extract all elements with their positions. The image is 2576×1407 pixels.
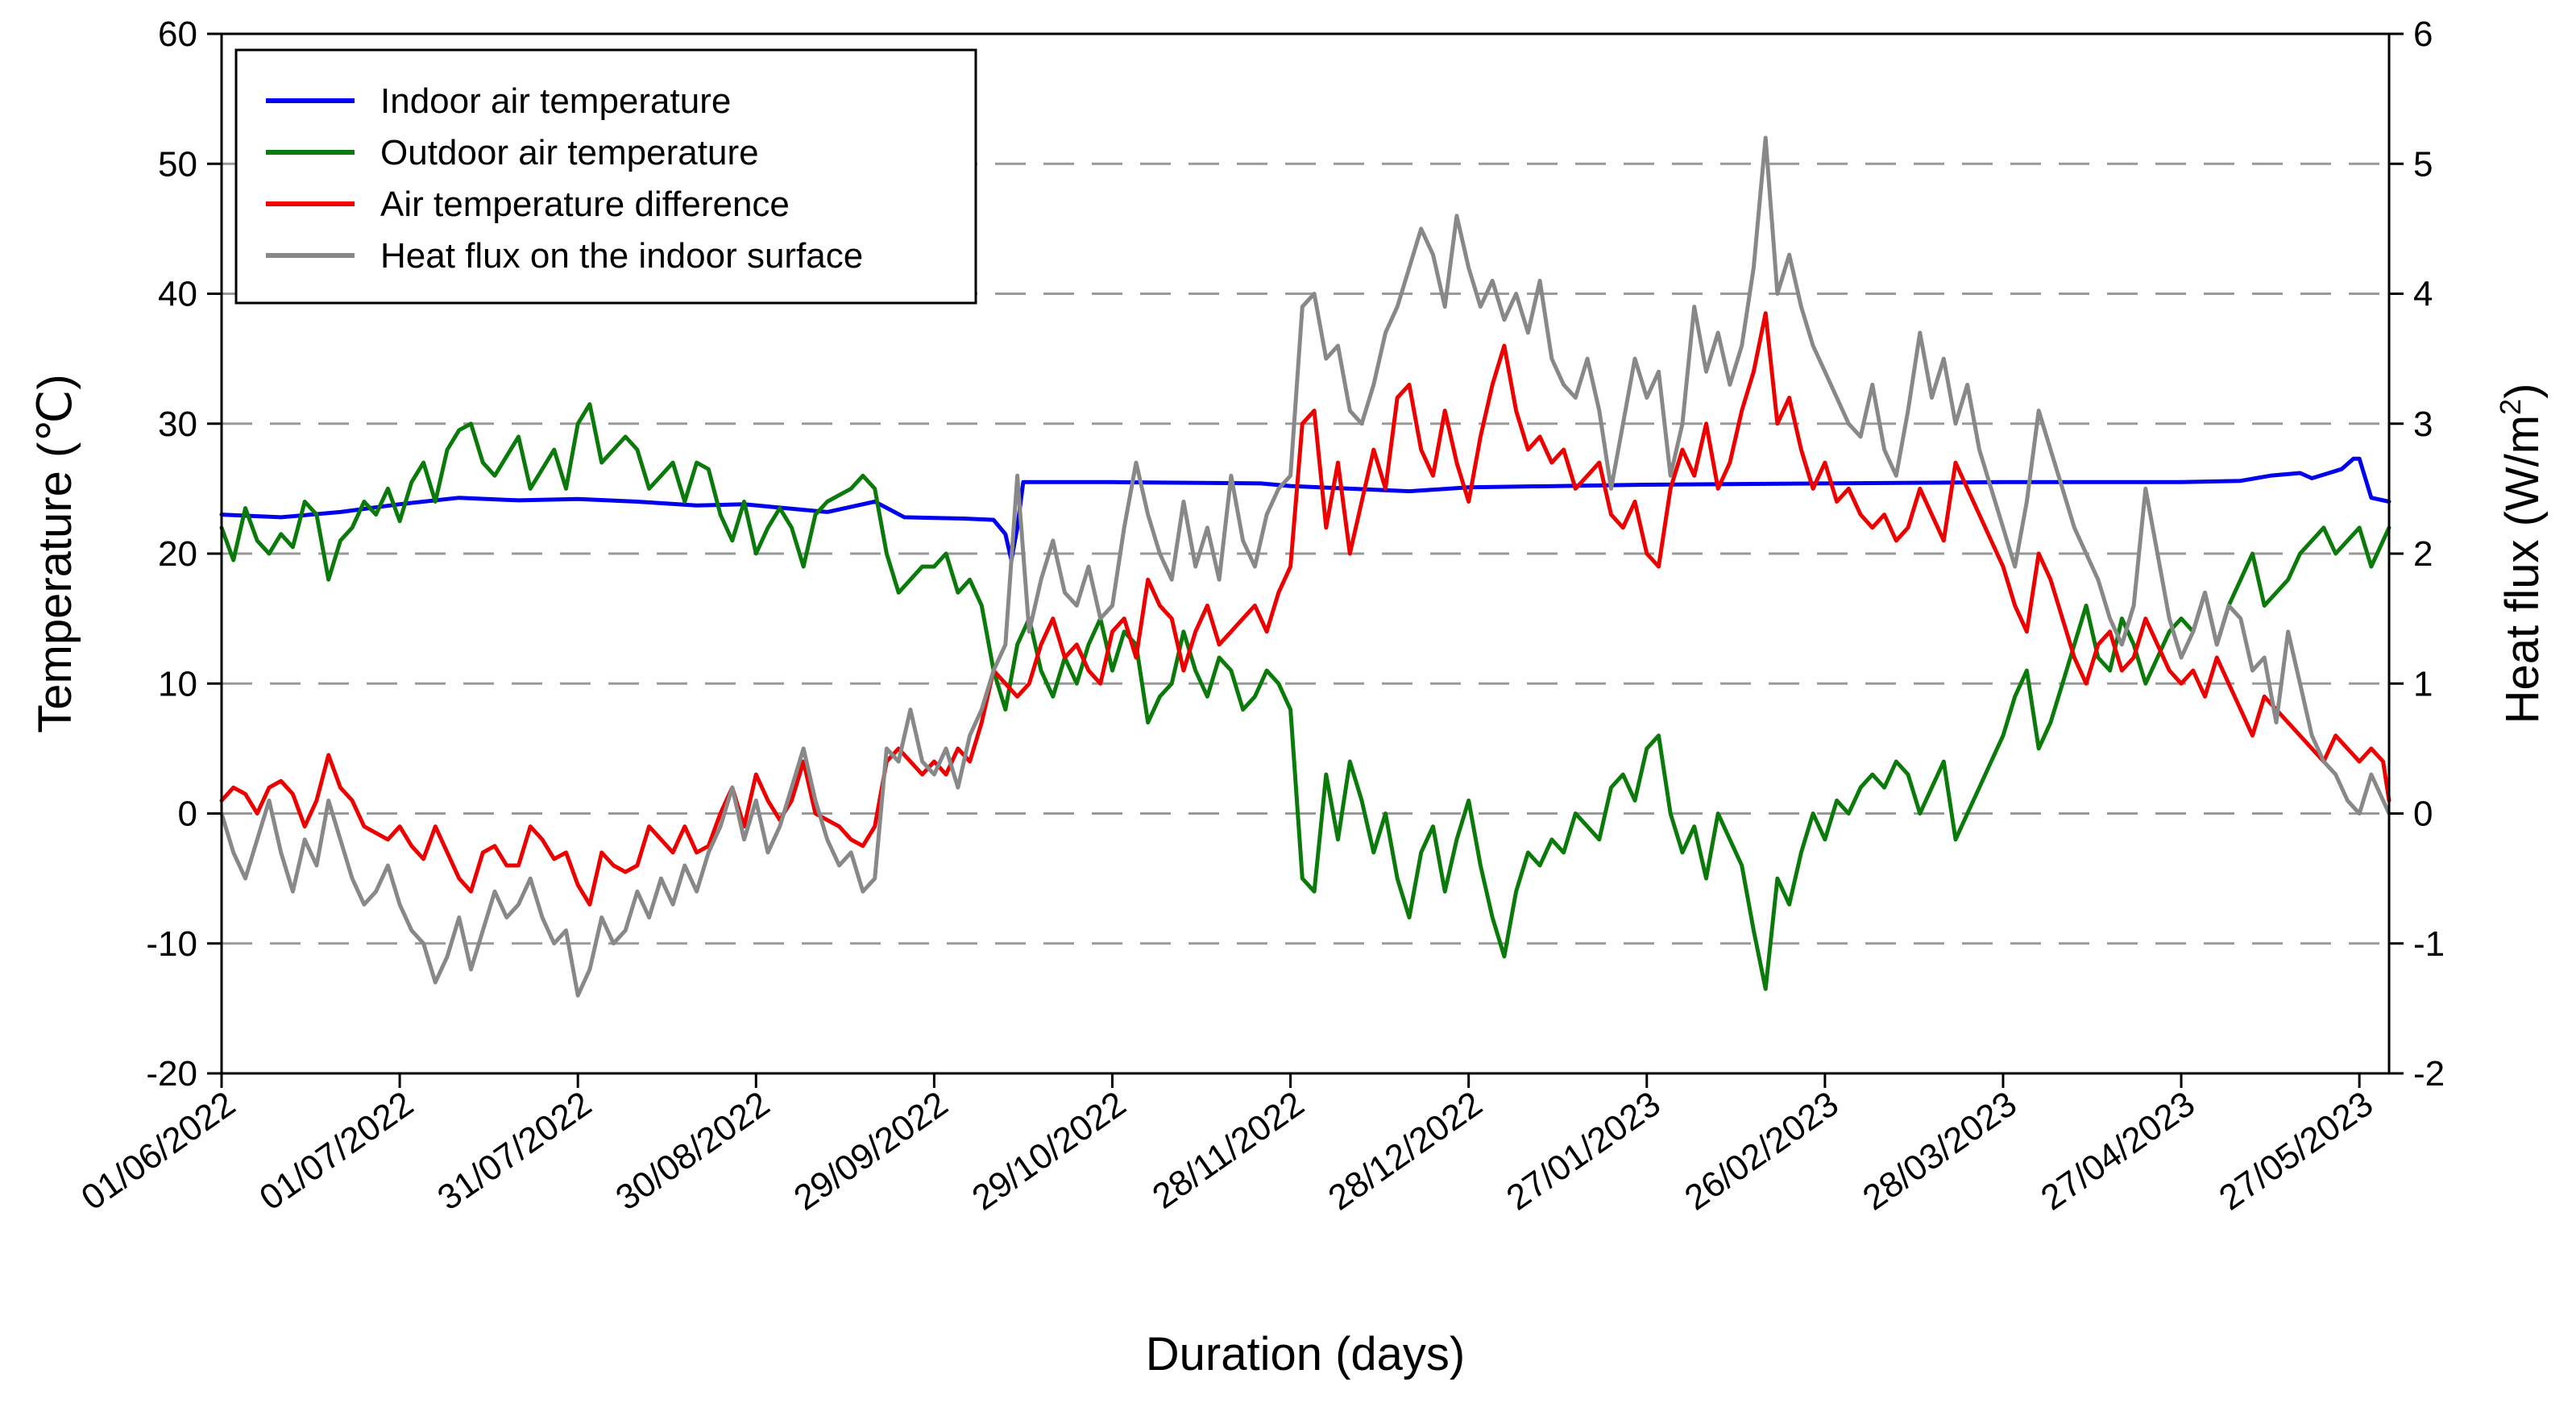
x-tick-label: 27/01/2023 — [1500, 1084, 1667, 1218]
right-tick-label: 0 — [2413, 795, 2433, 834]
axis-ticks — [207, 32, 2404, 1088]
right-tick-label: 5 — [2413, 144, 2433, 184]
x-tick-label: 28/11/2022 — [1145, 1084, 1311, 1217]
left-axis-title: Temperature (℃) — [29, 374, 81, 733]
series-line-indoor-air-temperature — [219, 456, 2391, 562]
left-tick-label: 50 — [158, 144, 197, 184]
x-tick-label: 26/02/2023 — [1678, 1084, 1845, 1218]
x-axis-title: Duration (days) — [1146, 1328, 1465, 1380]
left-tick-label: 60 — [158, 15, 197, 54]
x-tick-label: 31/07/2022 — [430, 1084, 598, 1218]
x-tick-label: 30/08/2022 — [609, 1084, 777, 1218]
x-tick-label: 29/09/2022 — [787, 1084, 955, 1218]
right-tick-label: 2 — [2413, 534, 2433, 574]
legend-label: Heat flux on the indoor surface — [380, 236, 863, 276]
left-tick-label: -20 — [146, 1054, 197, 1094]
right-tick-label: -2 — [2413, 1054, 2445, 1094]
left-tick-label: 20 — [158, 534, 197, 574]
legend-box — [234, 48, 977, 305]
legend-label: Air temperature difference — [380, 185, 790, 224]
legend: Indoor air temperature Outdoor air temper… — [234, 48, 977, 305]
left-tick-label: -10 — [146, 924, 197, 964]
legend-label: Indoor air temperature — [380, 81, 731, 121]
x-tick-label: 27/05/2023 — [2212, 1084, 2379, 1218]
left-tick-label: 0 — [178, 795, 197, 834]
x-tick-label: 28/03/2023 — [1856, 1084, 2023, 1218]
left-tick-label: 40 — [158, 275, 197, 314]
x-tick-label: 29/10/2022 — [965, 1084, 1133, 1218]
legend-label: Outdoor air temperature — [380, 133, 759, 172]
x-tick-label: 01/06/2022 — [74, 1084, 242, 1218]
right-tick-label: 4 — [2413, 275, 2433, 314]
right-tick-label: 1 — [2413, 664, 2433, 704]
right-axis-title: Heat flux (W/m2) — [2494, 384, 2549, 724]
right-tick-label: 3 — [2413, 405, 2433, 444]
x-tick-label: 27/04/2023 — [2034, 1084, 2201, 1218]
x-tick-label: 28/12/2022 — [1321, 1084, 1489, 1218]
left-tick-label: 30 — [158, 405, 197, 444]
left-tick-label: 10 — [158, 664, 197, 704]
series-lines — [219, 135, 2391, 998]
series-line-heat-flux-on-the-indoor-surface — [219, 135, 2391, 998]
series-line-outdoor-air-temperature — [219, 402, 2391, 991]
x-tick-label: 01/07/2022 — [252, 1084, 420, 1218]
series-line-air-temperature-difference — [219, 311, 2391, 907]
right-tick-label: 6 — [2413, 15, 2433, 54]
right-tick-label: -1 — [2413, 924, 2445, 964]
